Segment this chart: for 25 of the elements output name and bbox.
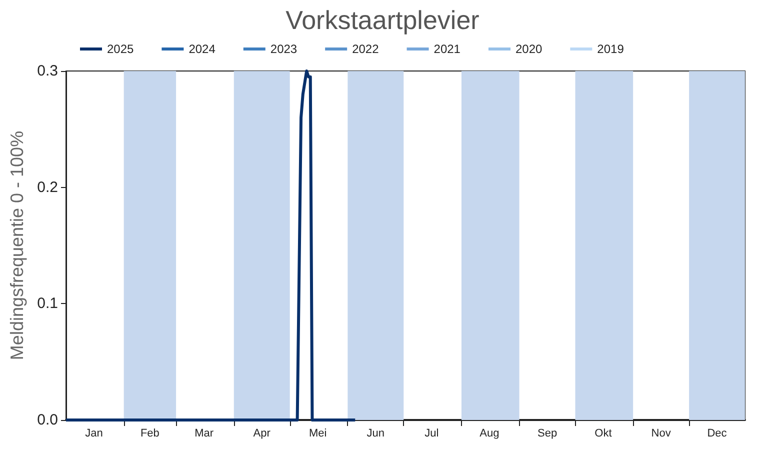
legend-label: 2022 — [352, 42, 380, 56]
y-tick-label: 0.0 — [37, 412, 58, 428]
y-tick-label: 0.3 — [37, 62, 58, 80]
x-tick-label: Aug — [480, 428, 500, 440]
x-tick-label: Mar — [194, 428, 214, 440]
legend-label: 2019 — [597, 42, 624, 56]
x-tick-label: Nov — [651, 428, 672, 440]
y-axis-title: Meldingsfrequentie 0 - 100% — [7, 130, 27, 360]
legend-label: 2020 — [515, 42, 542, 56]
legend-label: 2024 — [188, 42, 216, 56]
x-tick-label: Feb — [140, 428, 160, 440]
legend-label: 2023 — [270, 42, 298, 56]
x-tick-label: Jan — [85, 428, 103, 440]
y-tick-label: 0.1 — [37, 295, 58, 312]
y-tick-label: 0.2 — [37, 178, 58, 196]
x-tick-label: Mei — [308, 428, 327, 440]
x-tick-label: Apr — [253, 428, 271, 440]
x-tick-label: Okt — [594, 428, 612, 440]
x-tick-label: Jul — [424, 428, 439, 440]
x-tick-label: Sep — [537, 428, 558, 440]
chart-title: Vorkstaartplevier — [286, 5, 480, 35]
x-tick-label: Jun — [366, 428, 385, 440]
x-tick-label: Dec — [707, 428, 728, 440]
legend-label: 2021 — [434, 42, 461, 56]
legend-label: 2025 — [107, 42, 134, 56]
